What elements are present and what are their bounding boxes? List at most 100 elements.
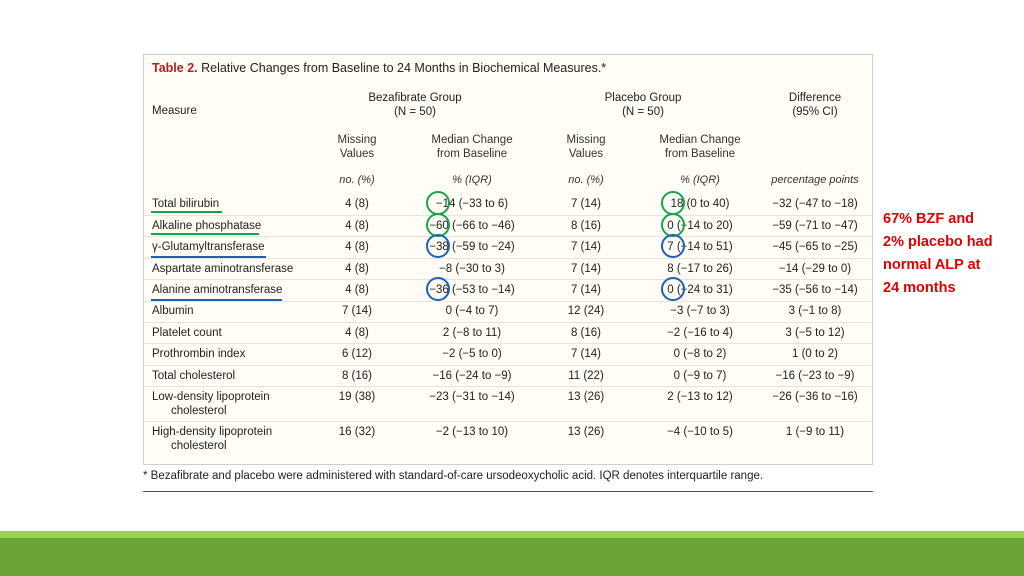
cell-pbo-missing: 7 (14) <box>570 263 602 275</box>
cell-measure: Low-density lipoprotein cholesterol <box>152 390 270 418</box>
cell-measure: Prothrombin index <box>152 348 246 360</box>
unit-pbo-missing: no. (%) <box>568 174 604 186</box>
cell-measure: Albumin <box>152 305 194 317</box>
cell-bzf-median: −8 (−30 to 3) <box>439 263 505 275</box>
cell-pbo-median: 0 (−14 to 20) <box>667 220 733 232</box>
cell-difference: −45 (−65 to −25) <box>772 241 858 253</box>
alp-callout: 67% BZF and 2% placebo had normal ALP at… <box>883 208 1018 300</box>
cell-bzf-median: −36 (−53 to −14) <box>429 284 515 296</box>
row-line <box>143 301 873 302</box>
row-line <box>143 258 873 259</box>
cell-pbo-missing: 13 (26) <box>567 426 605 438</box>
cell-pbo-missing: 8 (16) <box>570 327 602 339</box>
row-line <box>143 215 873 216</box>
subheader-pbo-median: Median Change from Baseline <box>648 133 752 161</box>
header-measure: Measure <box>152 105 197 117</box>
cell-difference: −14 (−29 to 0) <box>778 263 852 275</box>
cell-bzf-missing: 4 (8) <box>345 241 369 253</box>
cell-pbo-median: 2 (−13 to 12) <box>667 391 733 403</box>
cell-bzf-missing: 7 (14) <box>341 305 373 317</box>
footer-band-light <box>0 531 1024 538</box>
cell-pbo-median: 7 (−14 to 51) <box>667 241 733 253</box>
cell-bzf-missing: 4 (8) <box>345 198 369 210</box>
bottom-rule <box>143 491 873 492</box>
cell-measure: Alkaline phosphatase <box>152 220 262 232</box>
header-difference-ci: (95% CI) <box>792 106 838 118</box>
cell-pbo-missing: 12 (24) <box>567 305 605 317</box>
cell-measure: Total bilirubin <box>152 198 220 210</box>
subheader-bzf-median: Median Change from Baseline <box>420 133 524 161</box>
cell-pbo-median: −4 (−10 to 5) <box>667 426 733 438</box>
callout-line4: 24 months <box>883 280 956 296</box>
cell-bzf-median: −38 (−59 to −24) <box>429 241 515 253</box>
row-line <box>143 386 873 387</box>
cell-pbo-median: −3 (−7 to 3) <box>670 305 730 317</box>
subheader-pbo-median-l2: from Baseline <box>664 148 736 160</box>
subheader-pbo-missing-l2: Values <box>568 148 604 160</box>
cell-bzf-missing: 16 (32) <box>338 426 376 438</box>
cell-pbo-missing: 13 (26) <box>567 391 605 403</box>
subheader-bzf-median-l1: Median Change <box>431 134 513 146</box>
cell-pbo-missing: 7 (14) <box>570 284 602 296</box>
cell-pbo-median: 8 (−17 to 26) <box>667 263 733 275</box>
cell-pbo-median: −2 (−16 to 4) <box>667 327 733 339</box>
unit-difference: percentage points <box>771 174 859 186</box>
cell-bzf-median: −23 (−31 to −14) <box>429 391 515 403</box>
row-line <box>143 236 873 237</box>
cell-difference: 3 (−1 to 8) <box>788 305 842 317</box>
row-line <box>143 322 873 323</box>
cell-measure: Platelet count <box>152 327 222 339</box>
cell-bzf-median: 0 (−4 to 7) <box>445 305 499 317</box>
cell-bzf-missing: 6 (12) <box>341 348 373 360</box>
unit-pbo-median: % (IQR) <box>680 174 720 186</box>
cell-pbo-missing: 7 (14) <box>570 241 602 253</box>
subheader-pbo-missing: Missing Values <box>547 133 625 161</box>
cell-difference: −32 (−47 to −18) <box>772 198 858 210</box>
cell-pbo-missing: 7 (14) <box>570 198 602 210</box>
cell-pbo-median: 0 (−9 to 7) <box>673 370 727 382</box>
cell-pbo-missing: 11 (22) <box>568 370 604 382</box>
cell-measure: High-density lipoprotein cholesterol <box>152 425 272 453</box>
table-title: Table 2. Relative Changes from Baseline … <box>152 61 606 75</box>
header-bzf-group: Bezafibrate Group (N = 50) <box>355 91 475 119</box>
cell-pbo-missing: 7 (14) <box>570 348 602 360</box>
cell-pbo-median: 0 (−24 to 31) <box>667 284 733 296</box>
cell-bzf-median: 2 (−8 to 11) <box>442 327 502 339</box>
cell-bzf-median: −14 (−33 to 6) <box>435 198 509 210</box>
table-label: Table 2. <box>152 61 198 75</box>
callout-line2: 2% placebo had <box>883 234 993 250</box>
cell-measure-line2: cholesterol <box>171 440 227 452</box>
row-line <box>143 279 873 280</box>
header-pbo-group-n: (N = 50) <box>622 106 664 118</box>
cell-difference: −26 (−36 to −16) <box>772 391 858 403</box>
footer-band-dark <box>0 538 1024 576</box>
cell-bzf-median: −2 (−13 to 10) <box>435 426 509 438</box>
subheader-pbo-median-l1: Median Change <box>659 134 741 146</box>
cell-bzf-missing: 19 (38) <box>338 391 376 403</box>
subheader-bzf-missing: Missing Values <box>318 133 396 161</box>
header-difference: Difference (95% CI) <box>765 91 865 119</box>
cell-bzf-missing: 4 (8) <box>345 220 369 232</box>
cell-pbo-missing: 8 (16) <box>570 220 602 232</box>
cell-bzf-median: −16 (−24 to −9) <box>432 370 512 382</box>
subheader-bzf-missing-l1: Missing <box>337 134 377 146</box>
table-title-text: Relative Changes from Baseline to 24 Mon… <box>197 61 607 75</box>
row-line <box>143 343 873 344</box>
row-line <box>143 421 873 422</box>
subheader-bzf-missing-l2: Values <box>339 148 375 160</box>
header-pbo-group-name: Placebo Group <box>604 92 682 104</box>
cell-measure: Total cholesterol <box>152 370 236 382</box>
cell-difference: 1 (−9 to 11) <box>785 426 845 438</box>
row-line <box>143 365 873 366</box>
cell-measure-line2: cholesterol <box>171 405 227 417</box>
cell-difference: −16 (−23 to −9) <box>775 370 855 382</box>
cell-measure: γ-Glutamyltransferase <box>152 241 265 253</box>
cell-bzf-median: −60 (−66 to −46) <box>429 220 515 232</box>
cell-bzf-median: −2 (−5 to 0) <box>442 348 502 360</box>
callout-line3: normal ALP at <box>883 257 981 273</box>
unit-bzf-missing: no. (%) <box>339 174 375 186</box>
cell-pbo-median: 0 (−8 to 2) <box>673 348 727 360</box>
cell-bzf-missing: 4 (8) <box>345 263 369 275</box>
subheader-pbo-missing-l1: Missing <box>566 134 606 146</box>
subheader-bzf-median-l2: from Baseline <box>436 148 508 160</box>
